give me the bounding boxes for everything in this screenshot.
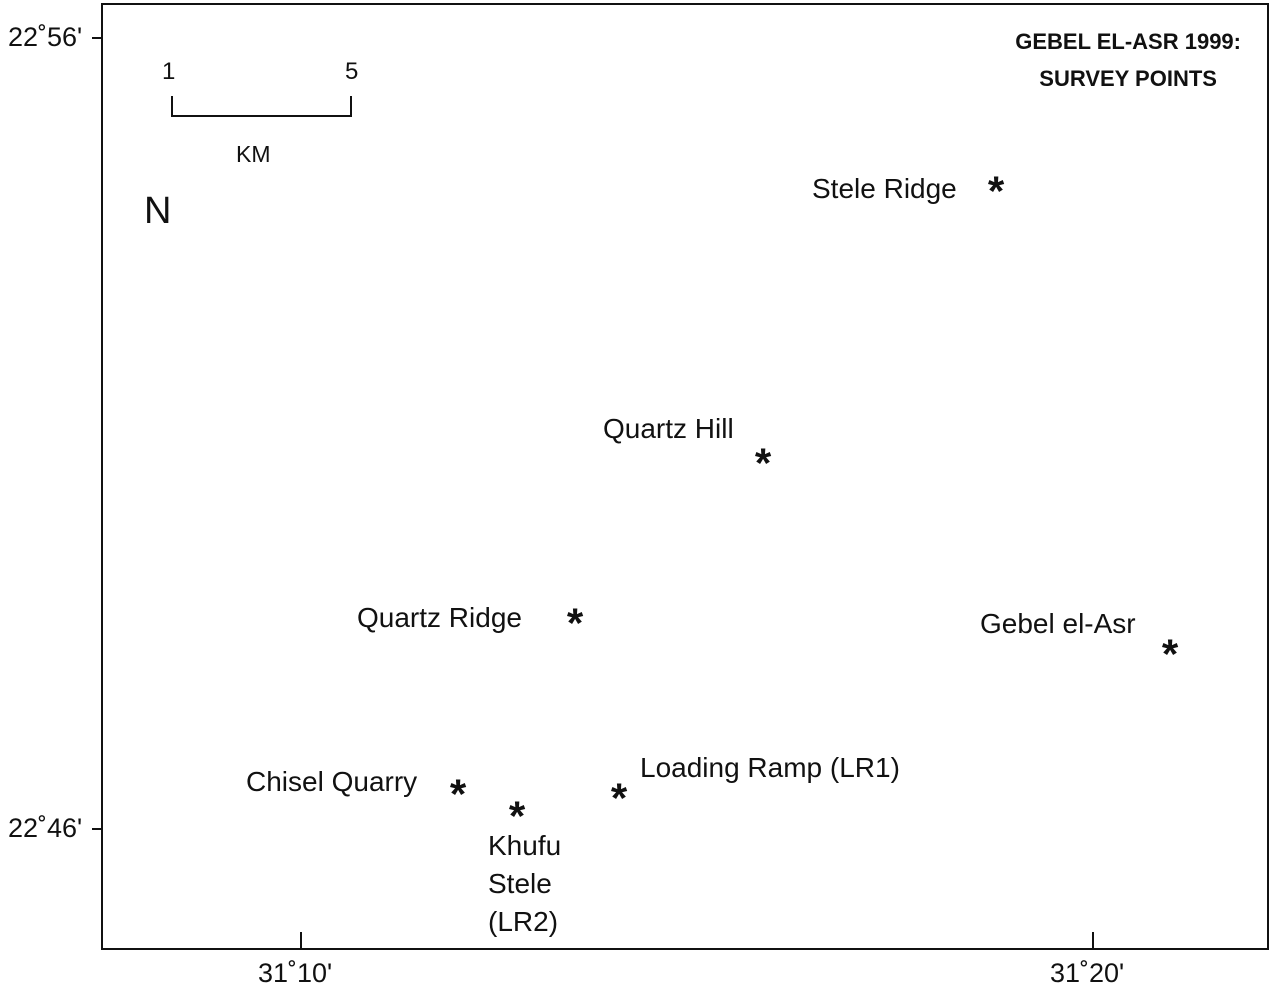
scale-bar — [171, 96, 352, 117]
site-label-quartz-ridge: Quartz Ridge — [357, 602, 522, 633]
survey-point-marker: * — [566, 599, 584, 647]
lat-label-north: 22˚56' — [8, 22, 83, 52]
survey-point-marker: * — [987, 167, 1005, 215]
lat-tick-south — [92, 828, 102, 830]
site-label-khufu-stele: Khufu Stele (LR2) — [488, 827, 561, 941]
site-label-line: Khufu — [488, 830, 562, 861]
map-title: GEBEL EL-ASR 1999: SURVEY POINTS — [1015, 23, 1241, 97]
site-label-stele-ridge: Stele Ridge — [812, 173, 957, 204]
map-title-line-1: GEBEL EL-ASR 1999: — [1015, 29, 1241, 54]
site-label-line: Stele — [488, 868, 552, 899]
scale-start: 1 — [162, 58, 176, 85]
survey-point-marker: * — [1161, 630, 1179, 678]
scale-end: 5 — [345, 58, 359, 85]
site-label-line: (LR2) — [488, 906, 559, 937]
map-title-line-2: SURVEY POINTS — [1039, 66, 1217, 91]
site-label-chisel-quarry: Chisel Quarry — [246, 766, 418, 797]
survey-point-marker: * — [610, 774, 628, 822]
survey-point-marker: * — [754, 439, 772, 487]
north-indicator: N — [144, 190, 172, 232]
map-frame — [101, 3, 1269, 950]
survey-point-marker: * — [508, 792, 526, 840]
scale-unit: KM — [236, 141, 271, 167]
lat-label-south: 22˚46' — [8, 813, 83, 843]
site-label-loading-ramp: Loading Ramp (LR1) — [640, 752, 900, 783]
lon-label-west: 31˚10' — [258, 958, 333, 988]
lat-tick-north — [92, 37, 102, 39]
site-label-quartz-hill: Quartz Hill — [603, 413, 734, 444]
lon-tick-west — [300, 932, 302, 950]
survey-point-marker: * — [449, 770, 467, 818]
site-label-gebel-el-asr: Gebel el-Asr — [980, 608, 1136, 639]
lon-label-east: 31˚20' — [1050, 958, 1125, 988]
lon-tick-east — [1092, 932, 1094, 950]
